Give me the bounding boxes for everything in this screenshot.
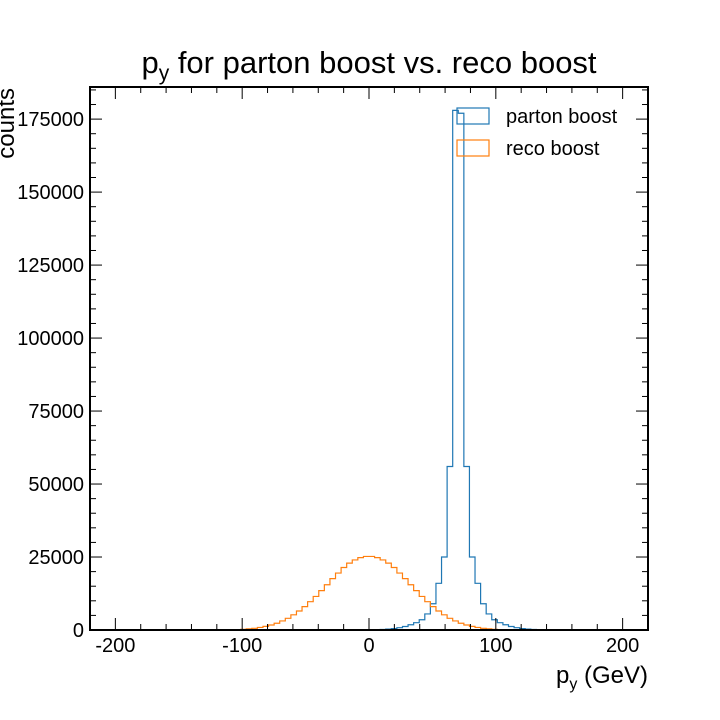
x-tick-label: -200 xyxy=(95,635,135,657)
legend: parton boost reco boost xyxy=(456,106,618,160)
y-tick-label: 25000 xyxy=(28,547,84,569)
x-tick-label: 200 xyxy=(606,635,639,657)
y-tick-label: 50000 xyxy=(28,474,84,496)
x-tick-label: 0 xyxy=(363,635,374,657)
x-tick-label: 100 xyxy=(479,635,512,657)
chart-title-rest: for parton boost vs. reco boost xyxy=(169,45,597,80)
tick-layer xyxy=(90,87,648,631)
legend-label: parton boost xyxy=(506,106,618,128)
y-tick-label: 100000 xyxy=(17,328,84,350)
y-tick-label: 125000 xyxy=(17,255,84,277)
x-axis-label: py (GeV) xyxy=(556,662,648,693)
legend-swatch xyxy=(456,139,490,157)
y-tick-label: 150000 xyxy=(17,182,84,204)
x-axis-label-rest: (GeV) xyxy=(577,662,648,689)
chart-title-subscript: y xyxy=(159,62,170,85)
legend-label: reco boost xyxy=(506,138,600,160)
y-tick-label: 175000 xyxy=(17,109,84,131)
x-axis-label-main: p xyxy=(556,662,569,689)
chart-title: py for parton boost vs. reco boost xyxy=(141,45,596,85)
y-tick-label: 0 xyxy=(73,620,84,642)
legend-swatch xyxy=(456,107,490,125)
tick-label-layer: -200 -100 0 100 200 0 25000 50000 75000 100000 125… xyxy=(17,109,639,657)
series-parton-boost-line xyxy=(90,109,648,631)
x-tick-label: -100 xyxy=(222,635,262,657)
y-tick-label: 75000 xyxy=(28,401,84,423)
chart-title-main: p xyxy=(141,45,158,80)
y-axis-label: counts xyxy=(0,88,20,159)
x-axis-label-subscript: y xyxy=(569,676,577,693)
series-layer xyxy=(90,109,648,631)
plot-frame xyxy=(89,86,649,631)
